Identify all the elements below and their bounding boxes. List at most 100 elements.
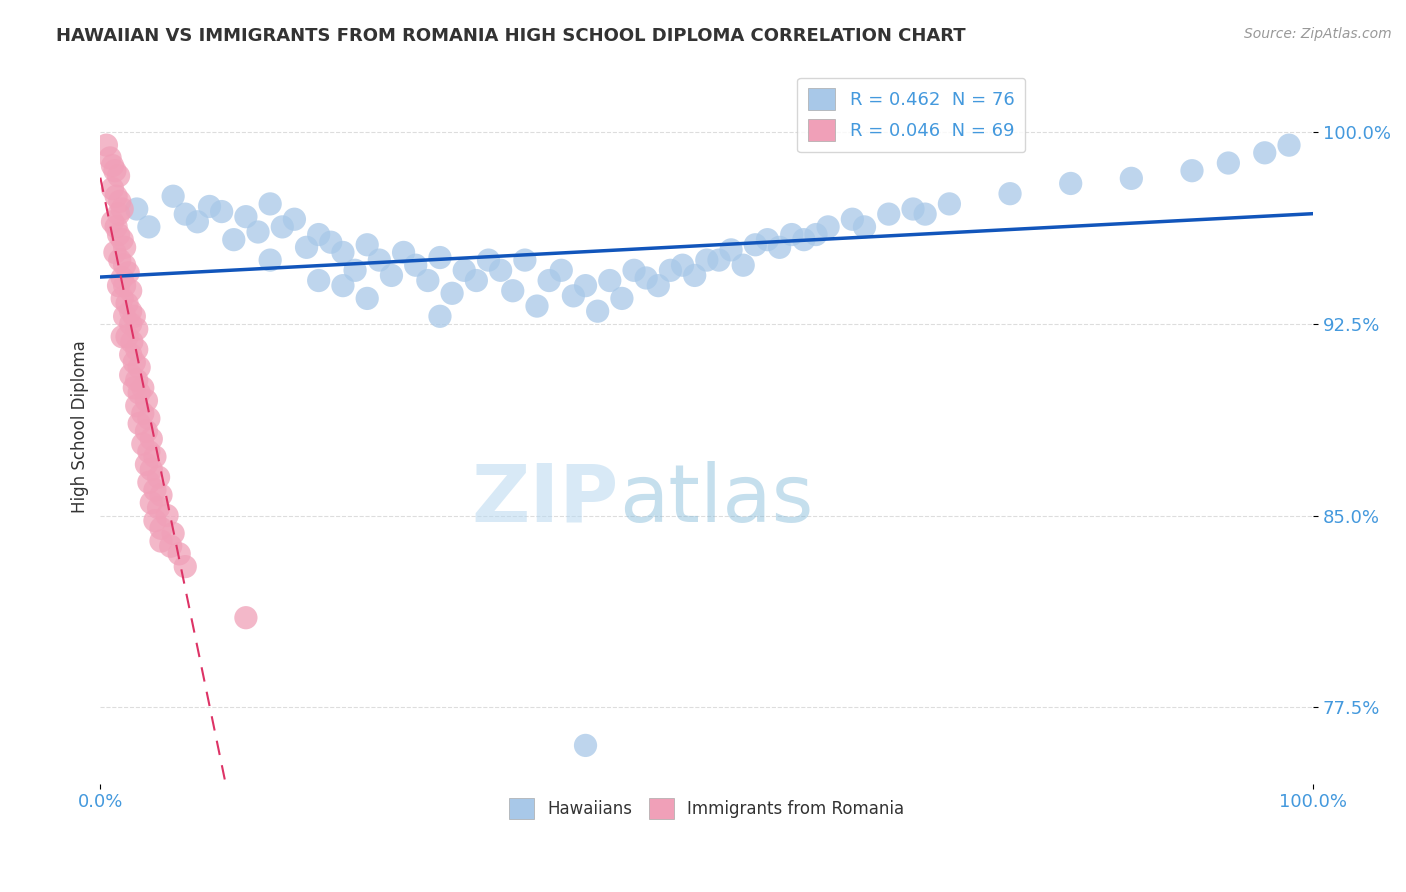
Point <box>247 225 270 239</box>
Point <box>138 475 160 490</box>
Point <box>550 263 572 277</box>
Point <box>235 610 257 624</box>
Point <box>744 237 766 252</box>
Point <box>162 189 184 203</box>
Point <box>138 411 160 425</box>
Point <box>107 278 129 293</box>
Point <box>128 417 150 431</box>
Point <box>914 207 936 221</box>
Point <box>114 240 136 254</box>
Point <box>1181 163 1204 178</box>
Point <box>696 253 718 268</box>
Point <box>143 450 166 464</box>
Point <box>111 233 134 247</box>
Point <box>141 432 163 446</box>
Point <box>120 304 142 318</box>
Point <box>441 286 464 301</box>
Legend: Hawaiians, Immigrants from Romania: Hawaiians, Immigrants from Romania <box>502 792 911 825</box>
Point <box>295 240 318 254</box>
Point <box>380 268 402 283</box>
Point <box>101 159 124 173</box>
Point <box>938 197 960 211</box>
Point <box>1254 145 1277 160</box>
Point <box>671 258 693 272</box>
Point <box>124 310 146 324</box>
Point <box>733 258 755 272</box>
Point <box>125 373 148 387</box>
Point <box>121 334 143 349</box>
Point <box>586 304 609 318</box>
Point <box>128 385 150 400</box>
Point <box>610 292 633 306</box>
Point <box>332 245 354 260</box>
Point <box>465 273 488 287</box>
Point <box>174 559 197 574</box>
Point <box>135 424 157 438</box>
Text: Source: ZipAtlas.com: Source: ZipAtlas.com <box>1244 27 1392 41</box>
Point <box>117 266 139 280</box>
Point <box>502 284 524 298</box>
Point <box>1278 138 1301 153</box>
Point <box>107 227 129 242</box>
Point <box>659 263 682 277</box>
Point <box>526 299 548 313</box>
Point <box>877 207 900 221</box>
Point <box>198 199 221 213</box>
Point <box>319 235 342 250</box>
Point <box>332 278 354 293</box>
Point <box>720 243 742 257</box>
Text: ZIP: ZIP <box>471 460 619 539</box>
Point <box>107 169 129 183</box>
Point <box>132 406 155 420</box>
Point <box>235 210 257 224</box>
Point <box>259 253 281 268</box>
Point <box>125 343 148 357</box>
Point <box>120 368 142 382</box>
Point <box>222 233 245 247</box>
Point <box>124 381 146 395</box>
Point <box>768 240 790 254</box>
Point <box>115 329 138 343</box>
Point <box>901 202 924 216</box>
Point <box>107 207 129 221</box>
Point <box>793 233 815 247</box>
Point <box>392 245 415 260</box>
Point <box>271 219 294 234</box>
Point <box>780 227 803 242</box>
Point <box>1121 171 1143 186</box>
Point <box>344 263 367 277</box>
Point <box>120 284 142 298</box>
Point <box>174 207 197 221</box>
Point <box>141 462 163 476</box>
Point <box>707 253 730 268</box>
Point <box>186 215 208 229</box>
Point <box>114 278 136 293</box>
Point <box>477 253 499 268</box>
Point <box>124 355 146 369</box>
Point <box>574 739 596 753</box>
Point <box>804 227 827 242</box>
Point <box>101 215 124 229</box>
Point <box>104 163 127 178</box>
Point <box>156 508 179 523</box>
Point <box>101 181 124 195</box>
Point <box>111 292 134 306</box>
Point <box>150 534 173 549</box>
Text: HAWAIIAN VS IMMIGRANTS FROM ROMANIA HIGH SCHOOL DIPLOMA CORRELATION CHART: HAWAIIAN VS IMMIGRANTS FROM ROMANIA HIGH… <box>56 27 966 45</box>
Point <box>308 227 330 242</box>
Point <box>574 278 596 293</box>
Point <box>138 219 160 234</box>
Point <box>817 219 839 234</box>
Point <box>108 194 131 209</box>
Point <box>259 197 281 211</box>
Point <box>356 237 378 252</box>
Point <box>132 381 155 395</box>
Point <box>513 253 536 268</box>
Point <box>429 251 451 265</box>
Point <box>148 500 170 515</box>
Point <box>143 514 166 528</box>
Point <box>104 245 127 260</box>
Point <box>105 219 128 234</box>
Point <box>283 212 305 227</box>
Point <box>125 322 148 336</box>
